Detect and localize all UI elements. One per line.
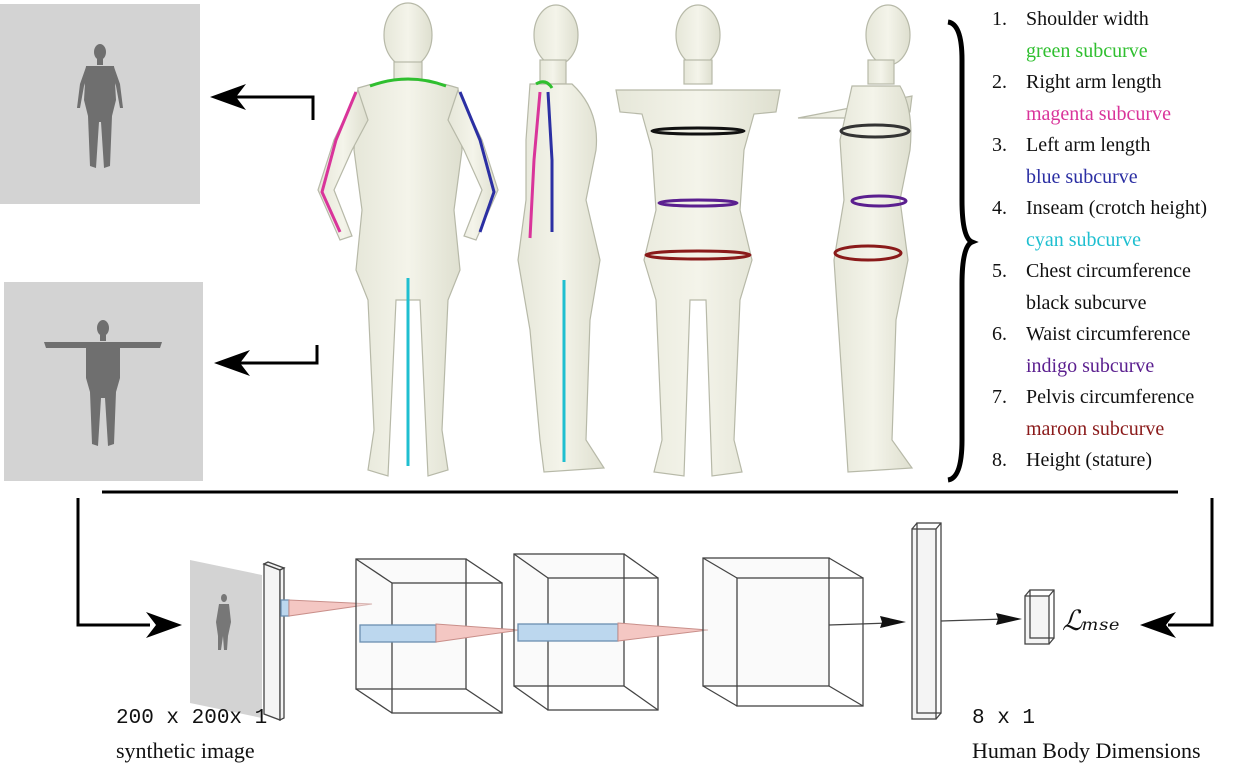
legend-item-name: Height (stature)	[1026, 449, 1153, 471]
front-t-pose-subcurves	[644, 126, 752, 261]
fc-connector-1	[828, 616, 906, 628]
legend-item-body: Pelvis circumference maroon subcurve	[1026, 382, 1194, 445]
a-pose-thumbnail	[0, 4, 200, 204]
fc-connector-2	[940, 613, 1022, 625]
a-pose-silhouette	[77, 44, 123, 168]
legend-item-body: Chest circumference black subcurve	[1026, 256, 1191, 319]
legend-item-number: 8.	[992, 449, 1007, 471]
feature-volume-3	[702, 557, 864, 707]
legend-item-number: 2.	[992, 71, 1007, 93]
arrow-to-a-pose	[210, 84, 315, 120]
legend-brace	[947, 19, 979, 483]
legend-item-body: Shoulder width green subcurve	[1026, 4, 1149, 67]
receptive-field-3	[617, 622, 709, 642]
loss-feed-arrow	[1140, 498, 1214, 638]
legend-item-body: Inseam (crotch height) cyan subcurve	[1026, 193, 1207, 256]
legend-item: 6. Waist circumference indigo subcurve	[992, 319, 1254, 382]
legend-item-name: Waist circumference	[1026, 323, 1191, 345]
legend-item: 8. Height (stature)	[992, 445, 1254, 477]
receptive-field-2	[435, 623, 521, 643]
legend-item-number: 3.	[992, 134, 1007, 156]
legend-item-number: 5.	[992, 260, 1007, 282]
t-pose-silhouette	[44, 320, 162, 446]
side-t-pose-subcurves	[833, 123, 911, 262]
output-vector	[1024, 589, 1055, 645]
legend-item-number: 1.	[992, 8, 1007, 30]
receptive-field-1	[288, 599, 373, 617]
legend-item-name: Pelvis circumference	[1026, 386, 1195, 408]
loss-symbol: ℒₘₛₑ	[1062, 604, 1120, 637]
t-pose-thumbnail	[4, 282, 203, 481]
legend-item-number: 7.	[992, 386, 1007, 408]
input-size-label: 200 x 200x 1	[116, 707, 268, 730]
legend-item-subcurve: maroon subcurve	[1026, 417, 1165, 440]
output-desc-label: Human Body Dimensions	[972, 738, 1201, 763]
legend-item-name: Inseam (crotch height)	[1026, 197, 1208, 219]
side-a-pose-subcurves	[528, 80, 566, 462]
body-front-t-pose	[615, 4, 781, 477]
legend-item-body: Left arm length blue subcurve	[1026, 130, 1150, 193]
feature-volume-2	[513, 553, 659, 711]
legend-item-body: Right arm length magenta subcurve	[1026, 67, 1171, 130]
feature-volume-1	[355, 558, 503, 714]
legend-item: 5. Chest circumference black subcurve	[992, 256, 1254, 319]
legend-item-subcurve: magenta subcurve	[1026, 102, 1171, 125]
body-side-a-pose	[517, 4, 606, 473]
legend-item-subcurve: blue subcurve	[1026, 165, 1138, 188]
legend-item-name: Right arm length	[1026, 71, 1162, 93]
legend-item-number: 6.	[992, 323, 1007, 345]
legend-item-number: 4.	[992, 197, 1007, 219]
input-desc-label: synthetic image	[116, 738, 255, 763]
measurement-legend: 1. Shoulder width green subcurve 2. Right ar…	[992, 4, 1254, 477]
legend-item-name: Left arm length	[1026, 134, 1151, 156]
legend-item: 1. Shoulder width green subcurve	[992, 4, 1254, 67]
legend-item-subcurve: indigo subcurve	[1026, 354, 1155, 377]
legend-item: 7. Pelvis circumference maroon subcurve	[992, 382, 1254, 445]
legend-item: 2. Right arm length magenta subcurve	[992, 67, 1254, 130]
legend-item-subcurve: black subcurve	[1026, 291, 1147, 314]
input-feed-arrow	[76, 498, 182, 638]
legend-item: 3. Left arm length blue subcurve	[992, 130, 1254, 193]
legend-item-subcurve: cyan subcurve	[1026, 228, 1141, 251]
legend-item: 4. Inseam (crotch height) cyan subcurve	[992, 193, 1254, 256]
legend-item-body: Waist circumference indigo subcurve	[1026, 319, 1190, 382]
legend-item-subcurve: green subcurve	[1026, 39, 1148, 62]
legend-item-name: Shoulder width	[1026, 8, 1149, 30]
body-side-t-pose	[797, 4, 914, 473]
output-size-label: 8 x 1	[972, 707, 1036, 730]
input-image-plane	[190, 560, 262, 718]
arrow-to-t-pose	[214, 345, 319, 376]
fully-connected-layer	[911, 522, 942, 720]
legend-item-body: Height (stature)	[1026, 445, 1152, 477]
conv-plate	[262, 561, 290, 722]
legend-item-name: Chest circumference	[1026, 260, 1191, 282]
front-a-pose-subcurves	[320, 77, 496, 466]
